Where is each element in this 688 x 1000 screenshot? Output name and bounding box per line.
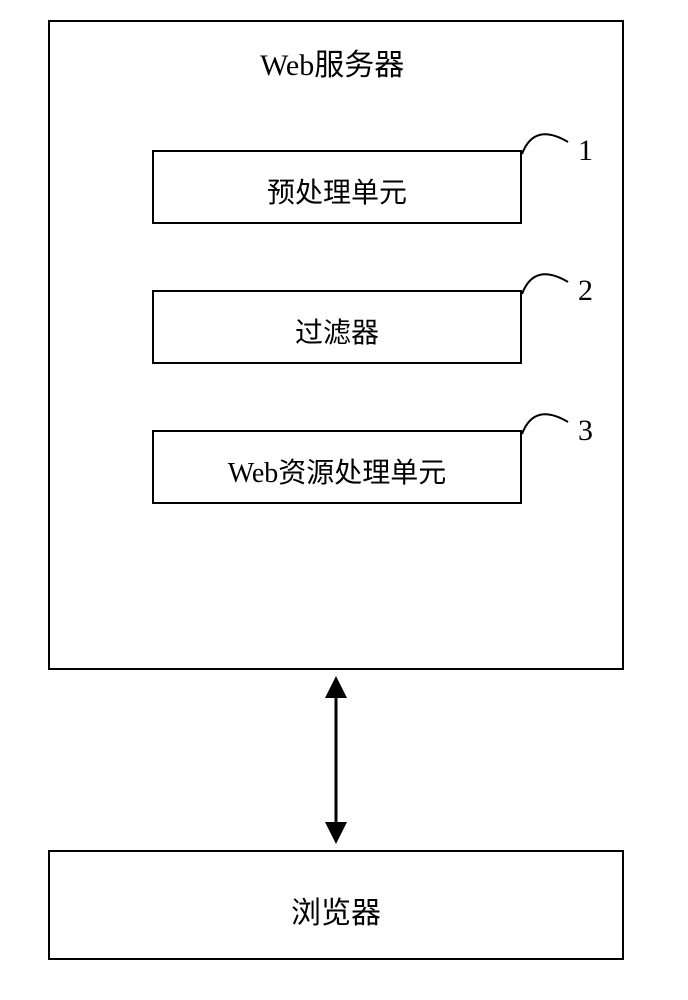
- filter-label: 过滤器: [152, 311, 522, 351]
- callout-1: 1: [578, 134, 593, 168]
- callout-2: 2: [578, 274, 593, 308]
- web-resource-unit-label: Web资源处理单元: [152, 451, 522, 491]
- callout-3: 3: [578, 414, 593, 448]
- server-title: Web服务器: [260, 40, 404, 84]
- browser-label: 浏览器: [48, 888, 624, 932]
- diagram-canvas: Web服务器 预处理单元 过滤器 Web资源处理单元 1 2 3 浏览器: [0, 0, 688, 1000]
- preprocess-unit-label: 预处理单元: [152, 171, 522, 211]
